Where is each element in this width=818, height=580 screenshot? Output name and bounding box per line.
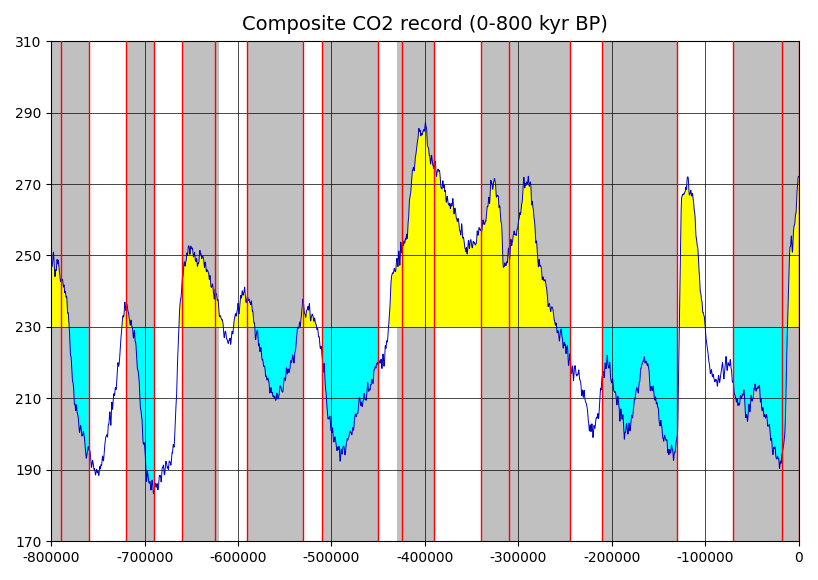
- Bar: [397, 41, 434, 541]
- Bar: [126, 41, 154, 541]
- Title: Composite CO2 record (0-800 kyr BP): Composite CO2 record (0-800 kyr BP): [242, 15, 608, 34]
- Bar: [247, 41, 303, 541]
- Bar: [52, 41, 88, 541]
- Bar: [182, 41, 219, 541]
- Bar: [602, 41, 677, 541]
- Bar: [481, 41, 569, 541]
- Bar: [733, 41, 798, 541]
- Bar: [322, 41, 378, 541]
